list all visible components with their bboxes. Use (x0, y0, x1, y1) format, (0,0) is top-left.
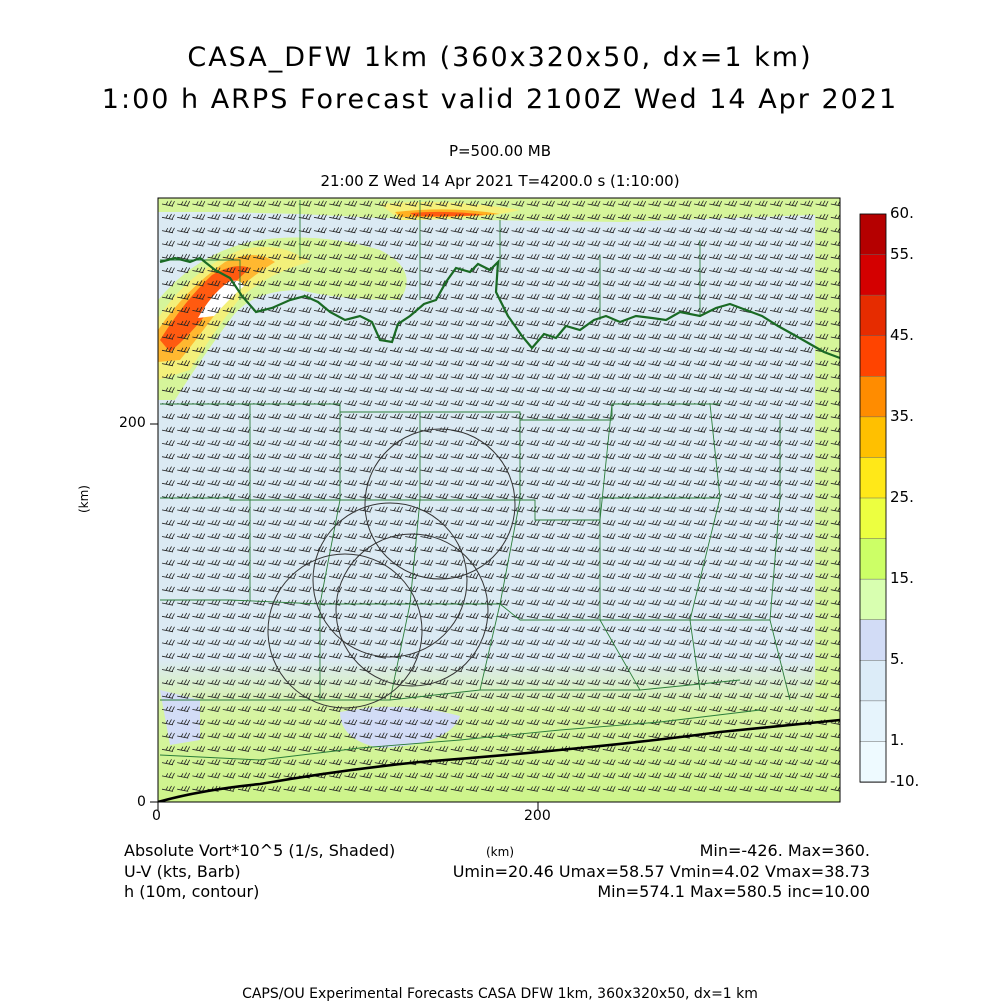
colorbar-swatch (859, 619, 887, 662)
colorbar-label: 5. (890, 650, 905, 669)
county-lines (159, 200, 791, 761)
county-line (159, 709, 761, 761)
colorbar-frame (859, 213, 887, 783)
colorbar-swatch (859, 294, 887, 337)
county-line (160, 497, 720, 521)
vorticity-shading (158, 198, 840, 802)
plot-frame (157, 197, 841, 803)
radar-range-rings (267, 428, 516, 709)
colorbar-swatch (859, 457, 887, 499)
county-line (479, 420, 521, 691)
colorbar-swatch (859, 416, 887, 459)
county-line (319, 412, 341, 700)
radar-ring-2 (312, 502, 468, 658)
height-contour (158, 718, 840, 802)
wind-barbs (161, 200, 840, 792)
footer-stats-wind: Umin=20.46 Umax=58.57 Vmin=4.02 Vmax=38.… (452, 862, 870, 881)
colorbar-label: 55. (890, 244, 914, 263)
colorbar (859, 213, 887, 783)
chart-title-line2: 1:00 h ARPS Forecast valid 2100Z Wed 14 … (101, 84, 899, 115)
footer-credit: CAPS/OU Experimental Forecasts CASA DFW … (242, 986, 758, 1002)
county-line (389, 412, 421, 701)
state-boundary (159, 256, 840, 360)
colorbar-swatch (859, 376, 887, 418)
colorbar-label: 1. (890, 731, 905, 750)
chart-title-line1: CASA_DFW 1km (360x320x50, dx=1 km) (187, 42, 813, 73)
colorbar-label: 25. (890, 488, 914, 506)
y-tick-label-0: 0 (137, 794, 146, 810)
north-red-band (410, 211, 485, 217)
colorbar-swatch (859, 497, 887, 540)
radar-ring-3 (267, 553, 423, 709)
valid-time-label: 21:00 Z Wed 14 Apr 2021 T=4200.0 s (1:10… (320, 172, 680, 190)
x-tick-label-0: 0 (152, 808, 161, 824)
nw-yellow-plume (158, 246, 310, 380)
radar-ring-4 (335, 533, 489, 687)
colorbar-swatch (859, 741, 887, 783)
axis-ticks (150, 423, 539, 810)
radar-ring-1 (364, 428, 516, 580)
colorbar-label: 35. (890, 406, 914, 425)
south-blue-patch-1 (160, 690, 200, 745)
colorbar-swatch (859, 213, 887, 256)
footer-field-height: h (10m, contour) (124, 882, 260, 901)
colorbar-swatch (859, 578, 887, 621)
y-tick-label-200: 200 (119, 415, 146, 431)
x-tick-label-200: 200 (524, 808, 551, 824)
footer-stats-vorticity: Min=-426. Max=360. (699, 841, 870, 860)
colorbar-label: 60. (890, 204, 914, 222)
wind-barb-field (161, 200, 840, 792)
footer-stats-height: Min=574.1 Max=580.5 inc=10.00 (597, 882, 870, 901)
county-line (689, 403, 721, 691)
y-axis-unit: (km) (77, 484, 92, 514)
colorbar-swatch (859, 700, 887, 743)
colorbar-label: -10. (890, 772, 920, 790)
footer-field-vorticity: Absolute Vort*10^5 (1/s, Shaded) (124, 841, 396, 860)
county-line (160, 679, 741, 701)
county-line (769, 420, 791, 701)
pressure-level-label: P=500.00 MB (448, 142, 552, 160)
colorbar-swatch (859, 538, 887, 580)
colorbar-label: 45. (890, 325, 914, 344)
footer-field-wind: U-V (kts, Barb) (124, 862, 241, 881)
colorbar-swatch (859, 335, 887, 378)
nw-white-core (198, 280, 244, 318)
colorbar-swatch (859, 254, 887, 296)
colorbar-swatch (859, 660, 887, 702)
county-line (599, 403, 641, 691)
footer-center-unit: (km) (486, 845, 515, 859)
colorbar-label: 15. (890, 569, 914, 588)
